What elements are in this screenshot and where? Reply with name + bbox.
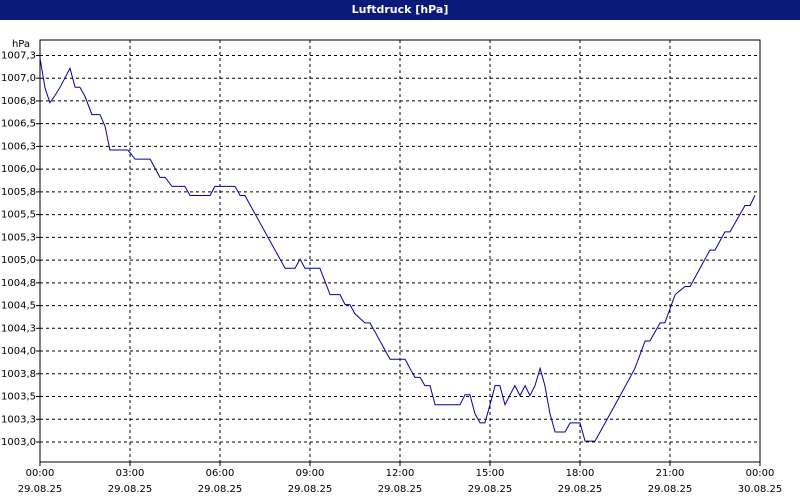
x-tick-date: 30.08.25	[738, 484, 783, 495]
x-tick-label: 21:00	[656, 468, 685, 479]
y-tick-label: 1003,3	[1, 414, 36, 425]
y-tick-label: 1007,0	[1, 73, 36, 84]
y-tick-label: 1003,5	[1, 392, 36, 403]
x-tick-label: 12:00	[386, 468, 415, 479]
y-tick-label: 1004,0	[1, 346, 36, 357]
y-tick-label: 1004,5	[1, 301, 36, 312]
x-tick-date: 29.08.25	[108, 484, 153, 495]
x-tick-label: 03:00	[116, 468, 145, 479]
y-tick-label: 1006,3	[1, 141, 36, 152]
x-tick-label: 00:00	[746, 468, 775, 479]
x-tick-date: 29.08.25	[18, 484, 63, 495]
x-tick-date: 29.08.25	[378, 484, 423, 495]
x-tick-label: 09:00	[296, 468, 325, 479]
y-tick-label: 1006,5	[1, 119, 36, 130]
y-tick-label: 1007,3	[1, 50, 36, 61]
x-tick-label: 00:00	[26, 468, 55, 479]
y-tick-label: 1005,5	[1, 210, 36, 221]
x-tick-date: 29.08.25	[198, 484, 243, 495]
y-tick-label: 1004,8	[1, 278, 36, 289]
x-tick-date: 29.08.25	[558, 484, 603, 495]
x-tick-date: 29.08.25	[468, 484, 513, 495]
x-tick-date: 29.08.25	[288, 484, 333, 495]
x-tick-date: 29.08.25	[648, 484, 693, 495]
y-tick-label: 1006,8	[1, 96, 36, 107]
y-tick-label: 1005,8	[1, 187, 36, 198]
y-tick-label: 1005,3	[1, 232, 36, 243]
y-tick-label: 1004,3	[1, 323, 36, 334]
y-unit: hPa	[12, 39, 30, 50]
x-tick-label: 06:00	[206, 468, 235, 479]
title-bar	[0, 0, 800, 20]
line-series	[39, 58, 756, 442]
y-tick-label: 1005,0	[1, 255, 36, 266]
x-tick-label: 15:00	[476, 468, 505, 479]
chart-title: Luftdruck [hPa]	[352, 3, 449, 16]
x-tick-label: 18:00	[566, 468, 595, 479]
y-tick-label: 1003,0	[1, 437, 36, 448]
y-tick-label: 1006,0	[1, 164, 36, 175]
y-tick-label: 1003,8	[1, 369, 36, 380]
